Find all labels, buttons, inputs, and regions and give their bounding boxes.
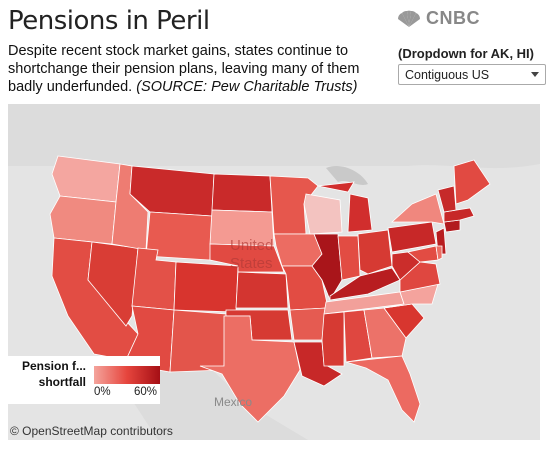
map-label-united: United [230, 237, 273, 254]
state-michigan[interactable] [317, 181, 373, 233]
state-wisconsin[interactable] [303, 193, 343, 235]
state-massachusetts[interactable] [443, 207, 475, 223]
map-attribution[interactable]: © OpenStreetMap contributors [10, 424, 173, 438]
state-arkansas[interactable] [289, 307, 327, 341]
choropleth-map[interactable]: United States Mexico [8, 104, 540, 440]
state-washington[interactable] [51, 155, 121, 203]
legend-max-label: 60% [134, 386, 158, 398]
map-label-mexico: Mexico [214, 395, 252, 409]
subtitle-text: Despite recent stock market gains, state… [8, 43, 360, 95]
dropdown-label: (Dropdown for AK, HI) [398, 46, 534, 61]
page-title: Pensions in Peril [8, 6, 210, 36]
map-canvas[interactable]: United States Mexico [8, 104, 540, 440]
state-georgia[interactable] [363, 307, 407, 359]
state-maine[interactable] [453, 159, 491, 205]
state-kansas[interactable] [235, 271, 289, 309]
color-legend: Pension f... shortfall 0% 60% [8, 356, 160, 404]
source-note: (SOURCE: Pew Charitable Trusts) [136, 79, 358, 95]
state-pennsylvania[interactable] [387, 221, 437, 253]
state-new-york[interactable] [390, 193, 445, 225]
map-label-states: States [230, 255, 273, 272]
state-indiana[interactable] [337, 235, 361, 281]
chevron-down-icon[interactable] [531, 72, 539, 77]
peacock-icon [397, 10, 421, 27]
state-colorado[interactable] [173, 261, 239, 313]
cnbc-logo: CNBC [396, 8, 480, 29]
legend-title: Pension f... shortfall [21, 359, 86, 389]
region-dropdown[interactable]: Contiguous US [398, 64, 546, 85]
state-new-mexico[interactable] [169, 309, 227, 373]
logo-text: CNBC [426, 8, 480, 28]
state-kentucky[interactable] [329, 267, 401, 301]
state-ohio[interactable] [357, 229, 393, 275]
state-north-dakota[interactable] [211, 173, 273, 213]
state-vermont-nh[interactable] [437, 185, 457, 213]
state-west-virginia[interactable] [391, 251, 421, 281]
dropdown-value: Contiguous US [405, 67, 490, 82]
legend-min-label: 0% [94, 386, 111, 398]
state-texas[interactable] [199, 315, 301, 423]
canada-land [8, 104, 540, 169]
legend-gradient [94, 366, 160, 384]
state-delaware[interactable] [435, 245, 443, 261]
state-oregon[interactable] [49, 195, 117, 245]
great-lakes [326, 165, 368, 185]
state-mississippi[interactable] [321, 311, 345, 367]
page-subtitle: Despite recent stock market gains, state… [8, 42, 378, 96]
state-florida[interactable] [345, 355, 421, 423]
state-iowa[interactable] [273, 233, 323, 267]
